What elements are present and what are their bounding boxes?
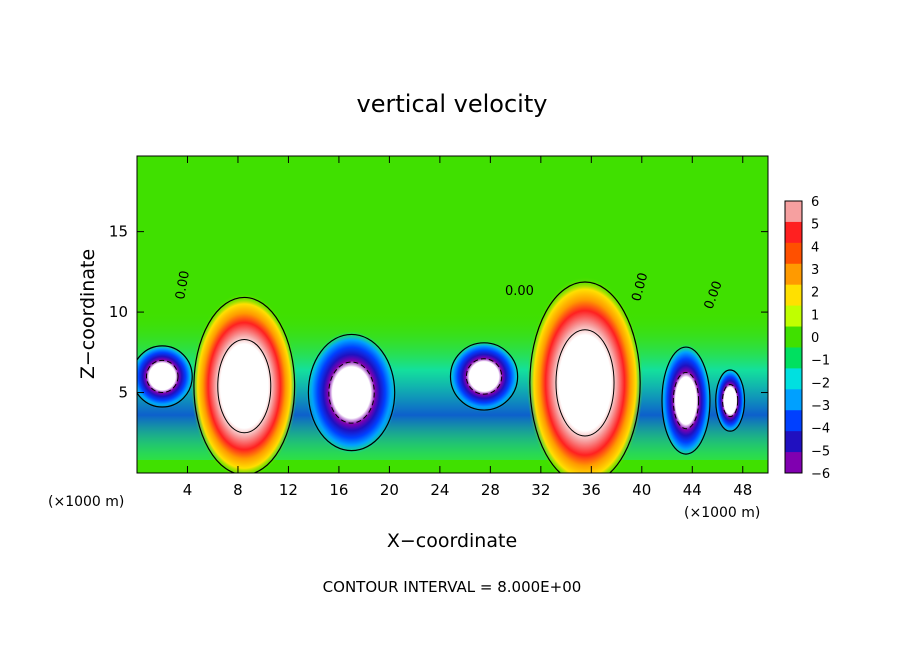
- zero-contour: [137, 345, 193, 408]
- colorbar-swatch: [785, 389, 802, 411]
- zero-contour: [449, 342, 519, 411]
- contour-label: 0.00: [629, 271, 651, 303]
- y-axis: 5 10 15: [109, 223, 768, 402]
- updraft-region: [191, 292, 298, 473]
- x-unit-right: (×1000 m): [684, 505, 760, 521]
- x-tick-label: 32: [531, 481, 550, 499]
- colorbar-label: −6: [811, 467, 830, 482]
- x-tick-label: 16: [329, 481, 348, 499]
- updraft-region: [526, 276, 644, 473]
- plot-frame: [136, 155, 769, 474]
- colorbar-label: 2: [811, 286, 819, 301]
- x-tick-label: 48: [733, 481, 752, 499]
- colorbar-swatch: [785, 305, 802, 328]
- updraft-contour: [217, 338, 272, 434]
- colorbar-swatch: [785, 410, 802, 432]
- downdraft-contour: [145, 359, 179, 394]
- colorbar-label: −2: [811, 376, 830, 391]
- x-tick-label: 44: [683, 481, 702, 499]
- colorbar-swatch: [785, 431, 802, 453]
- colorbar-label: −3: [811, 399, 830, 414]
- x-tick-label: 28: [481, 481, 500, 499]
- x-tick-label: 12: [279, 481, 298, 499]
- updraft-contour: [555, 329, 615, 437]
- zero-contour: [307, 333, 396, 452]
- zero-contour: [193, 296, 296, 473]
- colorbar-frame: [784, 200, 803, 474]
- downdraft-contour: [722, 383, 739, 418]
- downdraft-region: [137, 344, 194, 409]
- colorbar-swatch: [785, 284, 802, 307]
- downdraft-region: [714, 368, 746, 433]
- colorbar-swatch: [785, 326, 802, 348]
- y-tick-label: 10: [109, 303, 128, 321]
- x-tick-label: 8: [233, 481, 243, 499]
- x-tick-label: 20: [380, 481, 399, 499]
- x-axis: 4 8 12 16 20 24 28 32 36 40 44 48: [183, 156, 752, 499]
- downdraft-contour: [672, 371, 700, 430]
- colorbar-label: 4: [811, 240, 819, 255]
- downdraft-region: [306, 331, 397, 454]
- colorbar-label: −1: [811, 354, 830, 369]
- contour-interval-note: CONTOUR INTERVAL = 8.000E+00: [323, 578, 582, 596]
- x-tick-label: 40: [632, 481, 651, 499]
- contour-label: 0.00: [173, 270, 193, 301]
- x-tick-label: 4: [183, 481, 193, 499]
- colorbar-label: −5: [811, 444, 830, 459]
- colorbar-swatch: [785, 221, 802, 244]
- y-tick-label: 5: [118, 384, 128, 402]
- colorbar-swatch: [785, 263, 802, 286]
- colorbar-label: 6: [811, 195, 819, 210]
- x-unit-left: (×1000 m): [48, 494, 124, 510]
- x-tick-label: 36: [582, 481, 601, 499]
- colorbar-label: −4: [811, 422, 830, 437]
- downdraft-contour: [465, 358, 503, 395]
- contours-layer: [137, 281, 746, 473]
- zero-contour: [661, 346, 711, 455]
- downdraft-region: [660, 344, 712, 457]
- colorbar-swatch: [785, 368, 802, 390]
- colorbar: 6 5 4 3 2 1 0 −1 −2 −3 −4 −5 −6: [784, 195, 830, 482]
- zero-contour: [529, 281, 641, 473]
- downdraft-region: [448, 341, 520, 412]
- features-layer: [137, 276, 746, 473]
- y-axis-label: Z−coordinate: [77, 249, 99, 379]
- contour-label: 0.00: [505, 284, 534, 299]
- colorbar-swatch: [785, 242, 802, 265]
- colorbar-label: 5: [811, 218, 819, 233]
- colorbar-swatch: [785, 347, 802, 369]
- downdraft-contour: [328, 361, 375, 424]
- y-tick-label: 15: [109, 223, 128, 241]
- colorbar-label: 1: [811, 308, 819, 323]
- colorbar-swatch: [785, 201, 802, 223]
- x-axis-label: X−coordinate: [387, 530, 517, 552]
- chart-title: vertical velocity: [357, 90, 548, 118]
- colorbar-label: 0: [811, 331, 819, 346]
- zero-contour: [715, 369, 746, 432]
- colorbar-label: 3: [811, 263, 819, 278]
- x-tick-label: 24: [430, 481, 449, 499]
- colorbar-swatch: [785, 452, 802, 474]
- plot-area: [137, 156, 768, 473]
